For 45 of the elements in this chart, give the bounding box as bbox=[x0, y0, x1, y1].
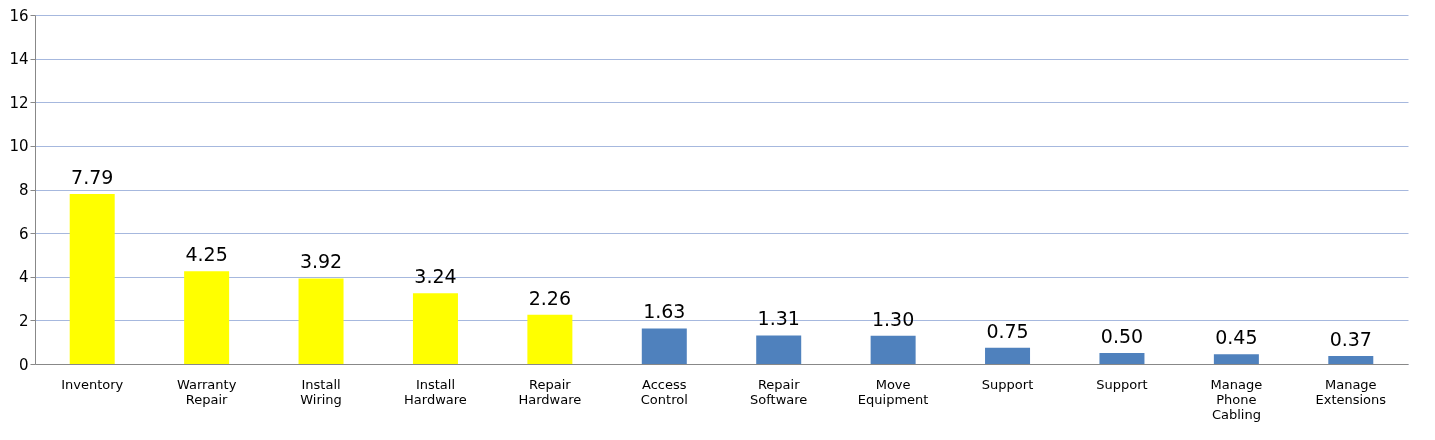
data-label: 4.25 bbox=[185, 243, 228, 266]
y-tick-label: 12 bbox=[9, 93, 29, 112]
data-label: 3.24 bbox=[414, 265, 457, 288]
y-tick-label: 16 bbox=[9, 6, 29, 25]
y-tick-label: 0 bbox=[18, 355, 29, 374]
y-tick-label: 2 bbox=[18, 311, 29, 330]
y-tick-label: 6 bbox=[18, 224, 29, 243]
x-tick-label: Repair Hardware bbox=[518, 376, 582, 407]
x-tick-label: Repair Software bbox=[750, 376, 808, 407]
x-tick-label: Move Equipment bbox=[857, 376, 929, 407]
y-tick-label: 4 bbox=[18, 268, 29, 287]
bar bbox=[1099, 353, 1145, 364]
data-label: 0.75 bbox=[986, 319, 1029, 342]
data-label: 3.92 bbox=[299, 250, 343, 273]
bar bbox=[1213, 354, 1259, 364]
data-label: 1.63 bbox=[643, 300, 686, 323]
bar bbox=[756, 335, 802, 364]
data-label: 0.37 bbox=[1329, 327, 1372, 350]
x-tick-label: Install Wiring bbox=[300, 376, 342, 407]
bar bbox=[870, 335, 916, 364]
y-tick-label: 10 bbox=[9, 137, 29, 156]
data-label: 1.31 bbox=[757, 307, 800, 330]
data-label: 2.26 bbox=[528, 286, 572, 309]
x-tick-label: Support bbox=[981, 376, 1034, 392]
data-label: 0.45 bbox=[1215, 326, 1258, 349]
x-tick-label: Install Hardware bbox=[404, 376, 467, 407]
x-tick-label: Support bbox=[1096, 376, 1148, 392]
data-label: 7.79 bbox=[71, 166, 114, 189]
bar bbox=[527, 314, 573, 364]
bar bbox=[985, 347, 1031, 364]
bar bbox=[412, 293, 458, 364]
bar bbox=[298, 278, 344, 364]
data-label: 1.30 bbox=[871, 307, 915, 330]
bar bbox=[1328, 355, 1374, 364]
bar bbox=[641, 328, 687, 364]
x-tick-label: Manage Phone Cabling bbox=[1210, 376, 1263, 422]
bar bbox=[69, 194, 115, 364]
y-tick-label: 8 bbox=[18, 181, 29, 199]
x-tick-label: Inventory bbox=[61, 376, 124, 392]
x-tick-label: Access Control bbox=[640, 376, 688, 407]
data-label: 0.50 bbox=[1100, 325, 1144, 348]
x-tick-label: Warranty Repair bbox=[176, 376, 237, 407]
y-tick-label: 14 bbox=[9, 50, 29, 69]
bar bbox=[184, 271, 230, 364]
x-tick-label: Manage Extensions bbox=[1315, 376, 1387, 407]
